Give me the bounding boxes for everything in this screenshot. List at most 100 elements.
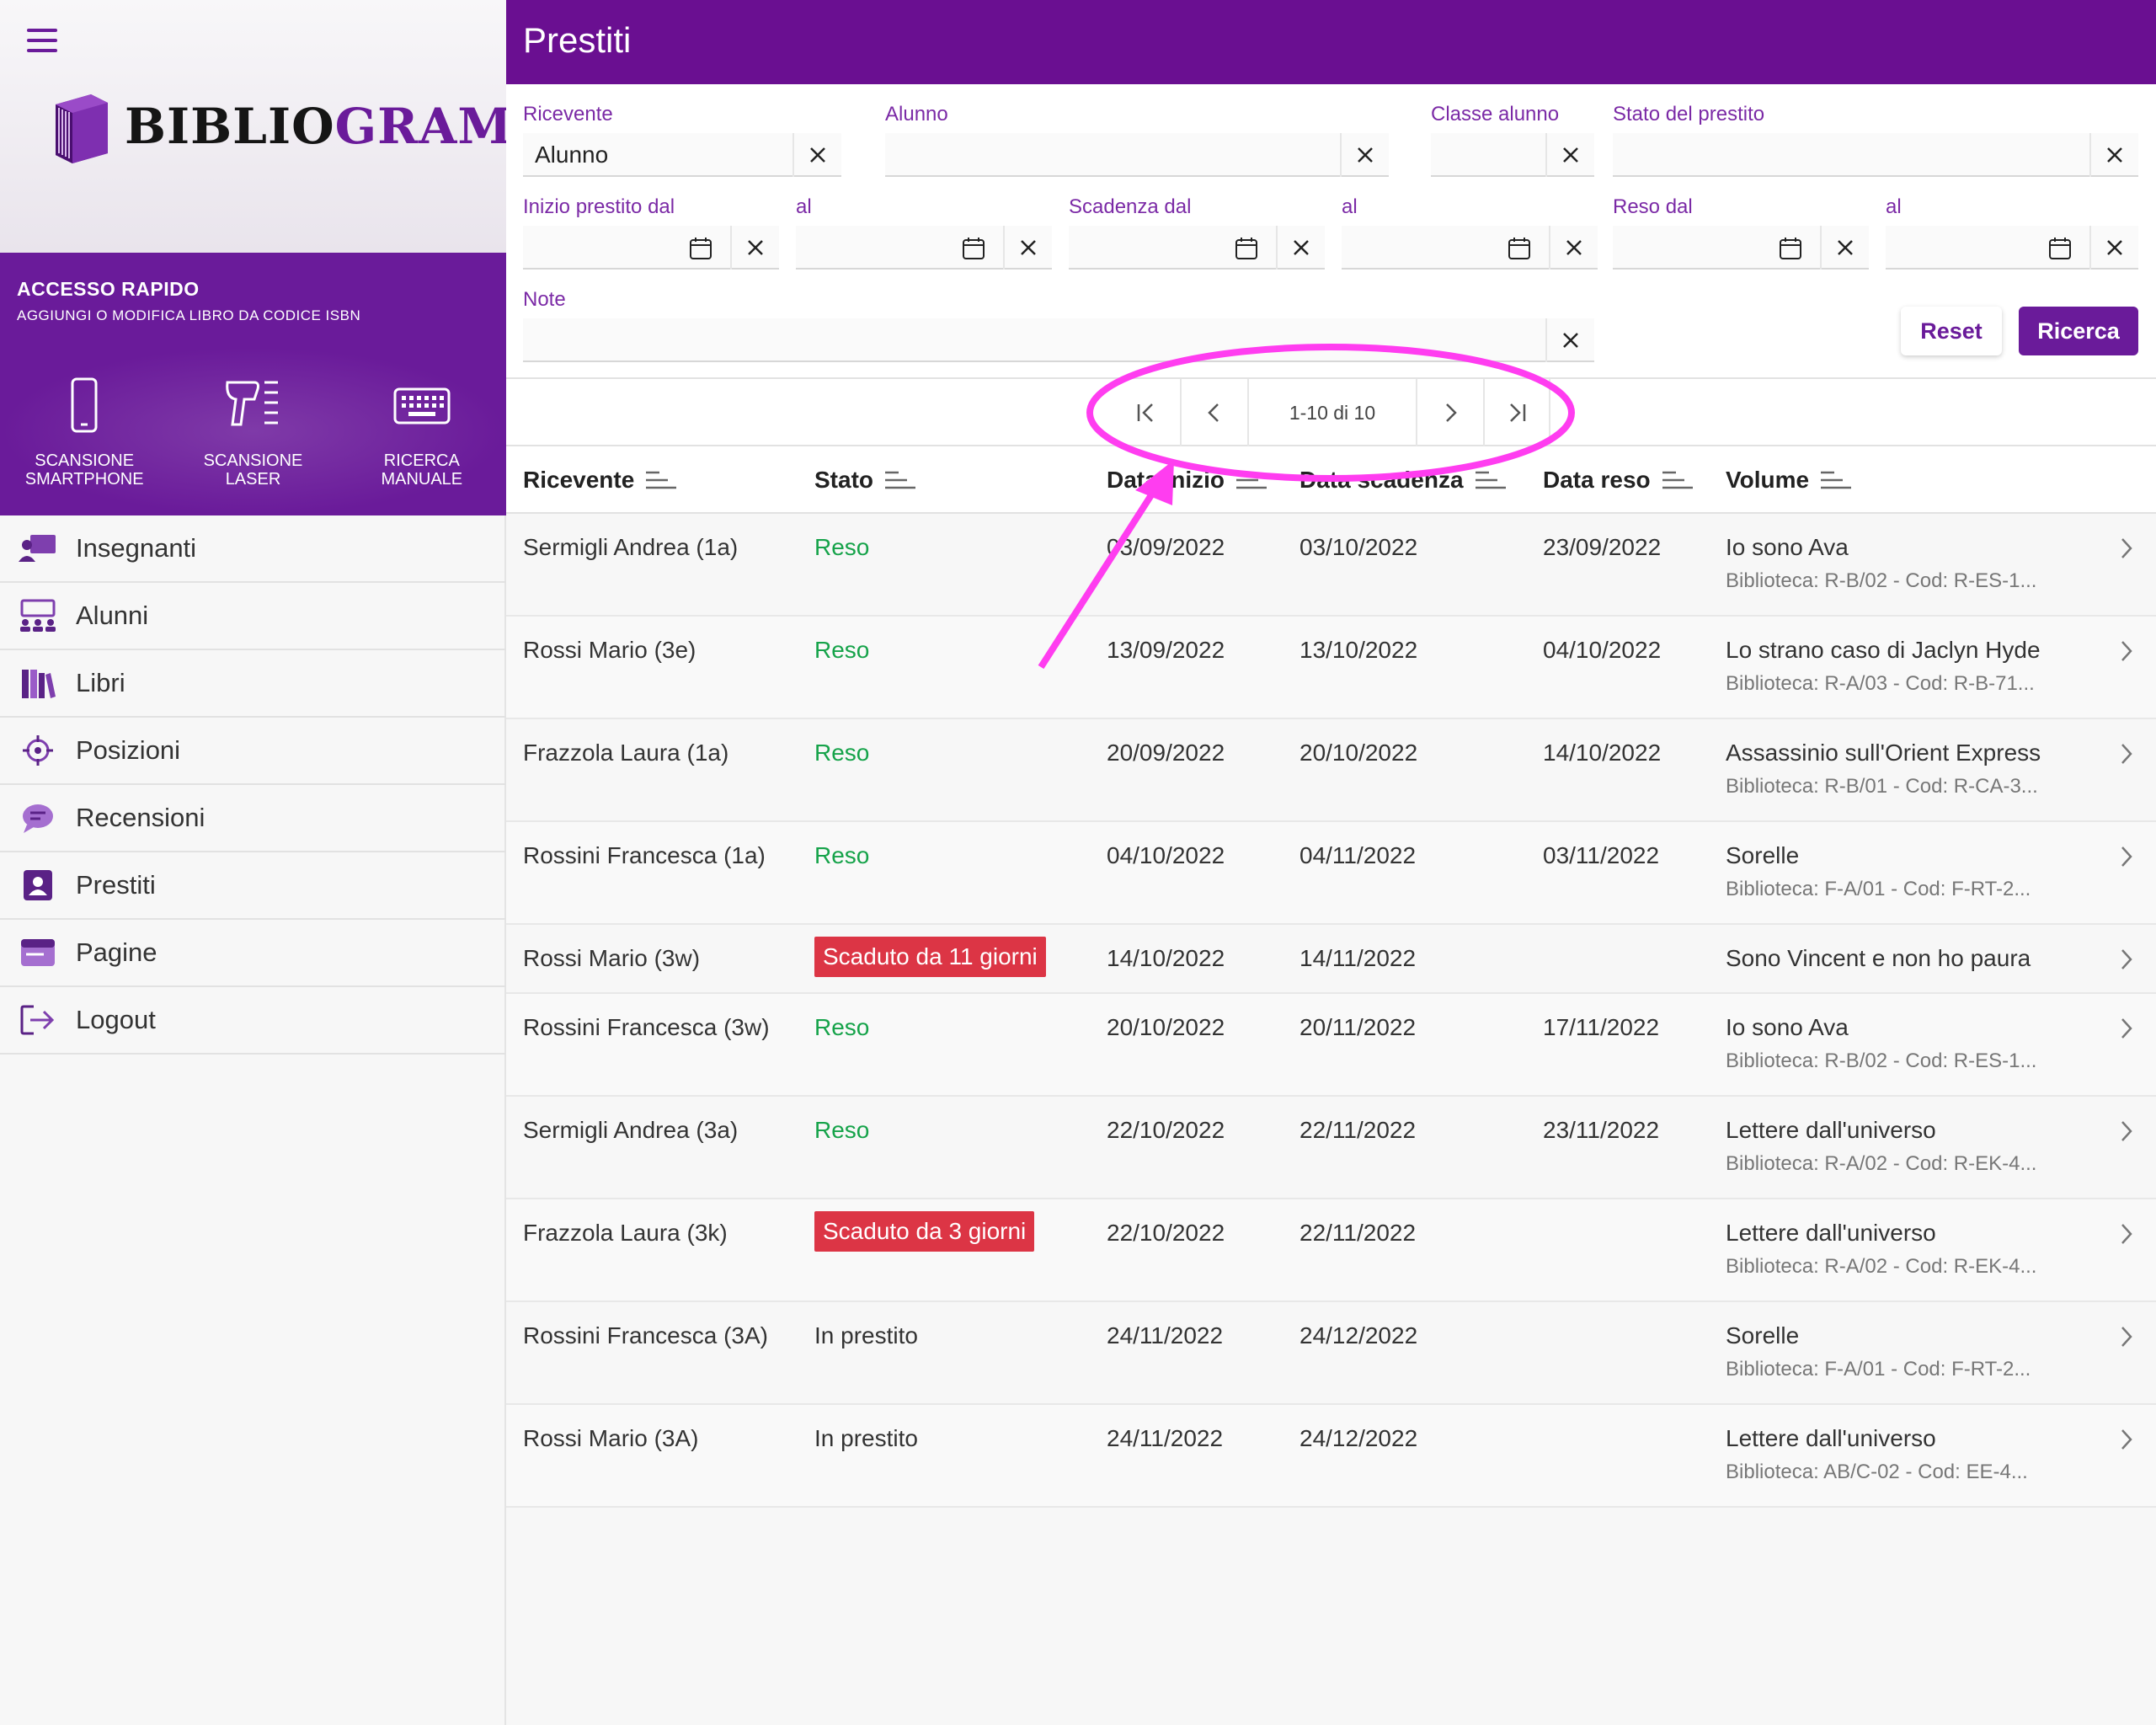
search-button[interactable]: Ricerca: [2019, 307, 2138, 355]
sidebar-item-insegnanti[interactable]: Insegnanti: [0, 515, 506, 583]
cell-data-inizio: 22/10/2022: [1107, 1220, 1225, 1246]
column-header-ricevente[interactable]: Ricevente: [523, 467, 677, 494]
reso-dal-filter: Reso dal: [1613, 195, 1869, 271]
close-icon: [1566, 240, 1582, 255]
table-header: Ricevente Stato Data inizio Data scadenz…: [506, 446, 2156, 514]
ricevente-select[interactable]: Alunno: [523, 133, 841, 177]
sidebar: BIBLIOGRAM ACCESSO RAPIDO AGGIUNGI O MOD…: [0, 0, 512, 1725]
calendar-icon[interactable]: [1507, 236, 1532, 261]
clear-alunno-button[interactable]: [1340, 133, 1389, 177]
chevron-right-icon[interactable]: [2116, 947, 2137, 972]
calendar-icon[interactable]: [1234, 236, 1259, 261]
scadenza-dal-input[interactable]: [1069, 226, 1325, 270]
inizio-al-input[interactable]: [796, 226, 1052, 270]
chevron-right-icon[interactable]: [2116, 1221, 2137, 1247]
table-row[interactable]: Sermigli Andrea (1a) Reso 03/09/2022 03/10/…: [506, 514, 2156, 617]
scan-smartphone-label: SCANSIONE SMARTPHONE: [24, 451, 144, 489]
reset-button[interactable]: Reset: [1901, 307, 2002, 355]
close-icon: [2107, 147, 2122, 163]
ricevente-value: Alunno: [535, 142, 609, 168]
clear-inizio-dal-button[interactable]: [730, 226, 779, 270]
cell-volume-title: Lettere dall'universo: [1726, 1220, 1936, 1246]
cell-data-inizio: 14/10/2022: [1107, 945, 1225, 971]
clear-scadenza-dal-button[interactable]: [1276, 226, 1325, 270]
clear-stato-button[interactable]: [2089, 133, 2138, 177]
calendar-icon[interactable]: [1778, 236, 1803, 261]
inizio-dal-label: Inizio prestito dal: [523, 195, 675, 218]
sidebar-item-alunni[interactable]: Alunni: [0, 583, 506, 650]
reso-al-input[interactable]: [1886, 226, 2138, 270]
sidebar-item-label: Prestiti: [76, 870, 156, 900]
clear-ricevente-button[interactable]: [792, 133, 841, 177]
table-row[interactable]: Rossini Francesca (3A) In prestito 24/11/2…: [506, 1302, 2156, 1405]
cell-data-scadenza: 24/12/2022: [1299, 1425, 1418, 1451]
chevron-right-icon[interactable]: [2116, 844, 2137, 869]
prev-page-button[interactable]: [1180, 379, 1247, 446]
table-row[interactable]: Rossi Mario (3e) Reso 13/09/2022 13/10/2022…: [506, 617, 2156, 719]
stato-select[interactable]: [1613, 133, 2138, 177]
calendar-icon[interactable]: [688, 236, 713, 261]
sidebar-item-recensioni[interactable]: Recensioni: [0, 785, 506, 852]
classe-input[interactable]: [1431, 133, 1594, 177]
inizio-dal-input[interactable]: [523, 226, 779, 270]
sidebar-item-prestiti[interactable]: Prestiti: [0, 852, 506, 920]
cell-data-scadenza: 20/11/2022: [1299, 1014, 1417, 1040]
column-header-data-scadenza[interactable]: Data scadenza: [1299, 467, 1506, 494]
table-row[interactable]: Sermigli Andrea (3a) Reso 22/10/2022 22/11/…: [506, 1097, 2156, 1199]
column-header-data-reso[interactable]: Data reso: [1543, 467, 1693, 494]
sort-icon: [1475, 471, 1506, 489]
hamburger-menu-icon[interactable]: [27, 29, 57, 52]
sidebar-item-libri[interactable]: Libri: [0, 650, 506, 718]
chevron-right-icon: [1446, 403, 1457, 422]
scadenza-al-input[interactable]: [1342, 226, 1598, 270]
scan-smartphone-button[interactable]: SCANSIONE SMARTPHONE: [0, 347, 168, 515]
clear-inizio-al-button[interactable]: [1003, 226, 1052, 270]
sidebar-item-logout[interactable]: Logout: [0, 987, 506, 1055]
clear-classe-button[interactable]: [1545, 133, 1594, 177]
column-header-data-inizio[interactable]: Data inizio: [1107, 467, 1267, 494]
reso-dal-input[interactable]: [1613, 226, 1869, 270]
chevron-right-icon[interactable]: [2116, 638, 2137, 664]
sidebar-item-pagine[interactable]: Pagine: [0, 920, 506, 987]
clear-note-button[interactable]: [1545, 318, 1594, 362]
table-row[interactable]: Frazzola Laura (3k) Scaduto da 3 giorni 22…: [506, 1199, 2156, 1302]
status-badge: Reso: [814, 1014, 870, 1040]
chevron-right-icon[interactable]: [2116, 1324, 2137, 1349]
table-row[interactable]: Frazzola Laura (1a) Reso 20/09/2022 20/10/2…: [506, 719, 2156, 822]
cell-data-inizio: 03/09/2022: [1107, 534, 1225, 560]
table-row[interactable]: Rossini Francesca (1a) Reso 04/10/2022 04/1…: [506, 822, 2156, 925]
cell-volume-title: Sorelle: [1726, 842, 1800, 868]
inizio-dal-filter: Inizio prestito dal: [523, 195, 779, 271]
scan-laser-button[interactable]: SCANSIONE LASER: [168, 347, 337, 515]
next-page-button[interactable]: [1416, 379, 1483, 446]
clear-scadenza-al-button[interactable]: [1549, 226, 1598, 270]
alunno-input[interactable]: [885, 133, 1389, 177]
manual-search-button[interactable]: RICERCA MANUALE: [338, 347, 506, 515]
table-row[interactable]: Rossi Mario (3w) Scaduto da 11 giorni 14/1…: [506, 925, 2156, 994]
chevron-right-icon[interactable]: [2116, 1016, 2137, 1041]
quick-access-panel[interactable]: ACCESSO RAPIDO AGGIUNGI O MODIFICA LIBRO…: [0, 253, 506, 347]
first-page-button[interactable]: [1113, 379, 1180, 446]
sidebar-item-posizioni[interactable]: Posizioni: [0, 718, 506, 785]
table-row[interactable]: Rossi Mario (3A) In prestito 24/11/2022 24/…: [506, 1405, 2156, 1508]
clear-reso-dal-button[interactable]: [1820, 226, 1869, 270]
clear-reso-al-button[interactable]: [2089, 226, 2138, 270]
cell-volume-title: Lettere dall'universo: [1726, 1117, 1936, 1143]
scadenza-dal-filter: Scadenza dal: [1069, 195, 1325, 271]
chevron-right-icon[interactable]: [2116, 1119, 2137, 1144]
cell-volume-title: Lettere dall'universo: [1726, 1425, 1936, 1451]
column-header-stato[interactable]: Stato: [814, 467, 915, 494]
cell-volume-location: Biblioteca: R-B/01 - Cod: R-CA-3...: [1726, 775, 2038, 798]
chevron-right-icon[interactable]: [2116, 741, 2137, 766]
last-page-button[interactable]: [1483, 379, 1550, 446]
calendar-icon[interactable]: [961, 236, 986, 261]
sort-icon: [646, 471, 677, 489]
table-row[interactable]: Rossini Francesca (3w) Reso 20/10/2022 20/1…: [506, 994, 2156, 1097]
chevron-right-icon[interactable]: [2116, 536, 2137, 561]
note-input[interactable]: [523, 318, 1594, 362]
chevron-right-icon[interactable]: [2116, 1427, 2137, 1452]
cell-data-inizio: 20/10/2022: [1107, 1014, 1225, 1040]
calendar-icon[interactable]: [2047, 236, 2073, 261]
column-header-volume[interactable]: Volume: [1726, 467, 1852, 494]
sidebar-nav: Insegnanti Alunni Libri: [0, 515, 506, 1055]
